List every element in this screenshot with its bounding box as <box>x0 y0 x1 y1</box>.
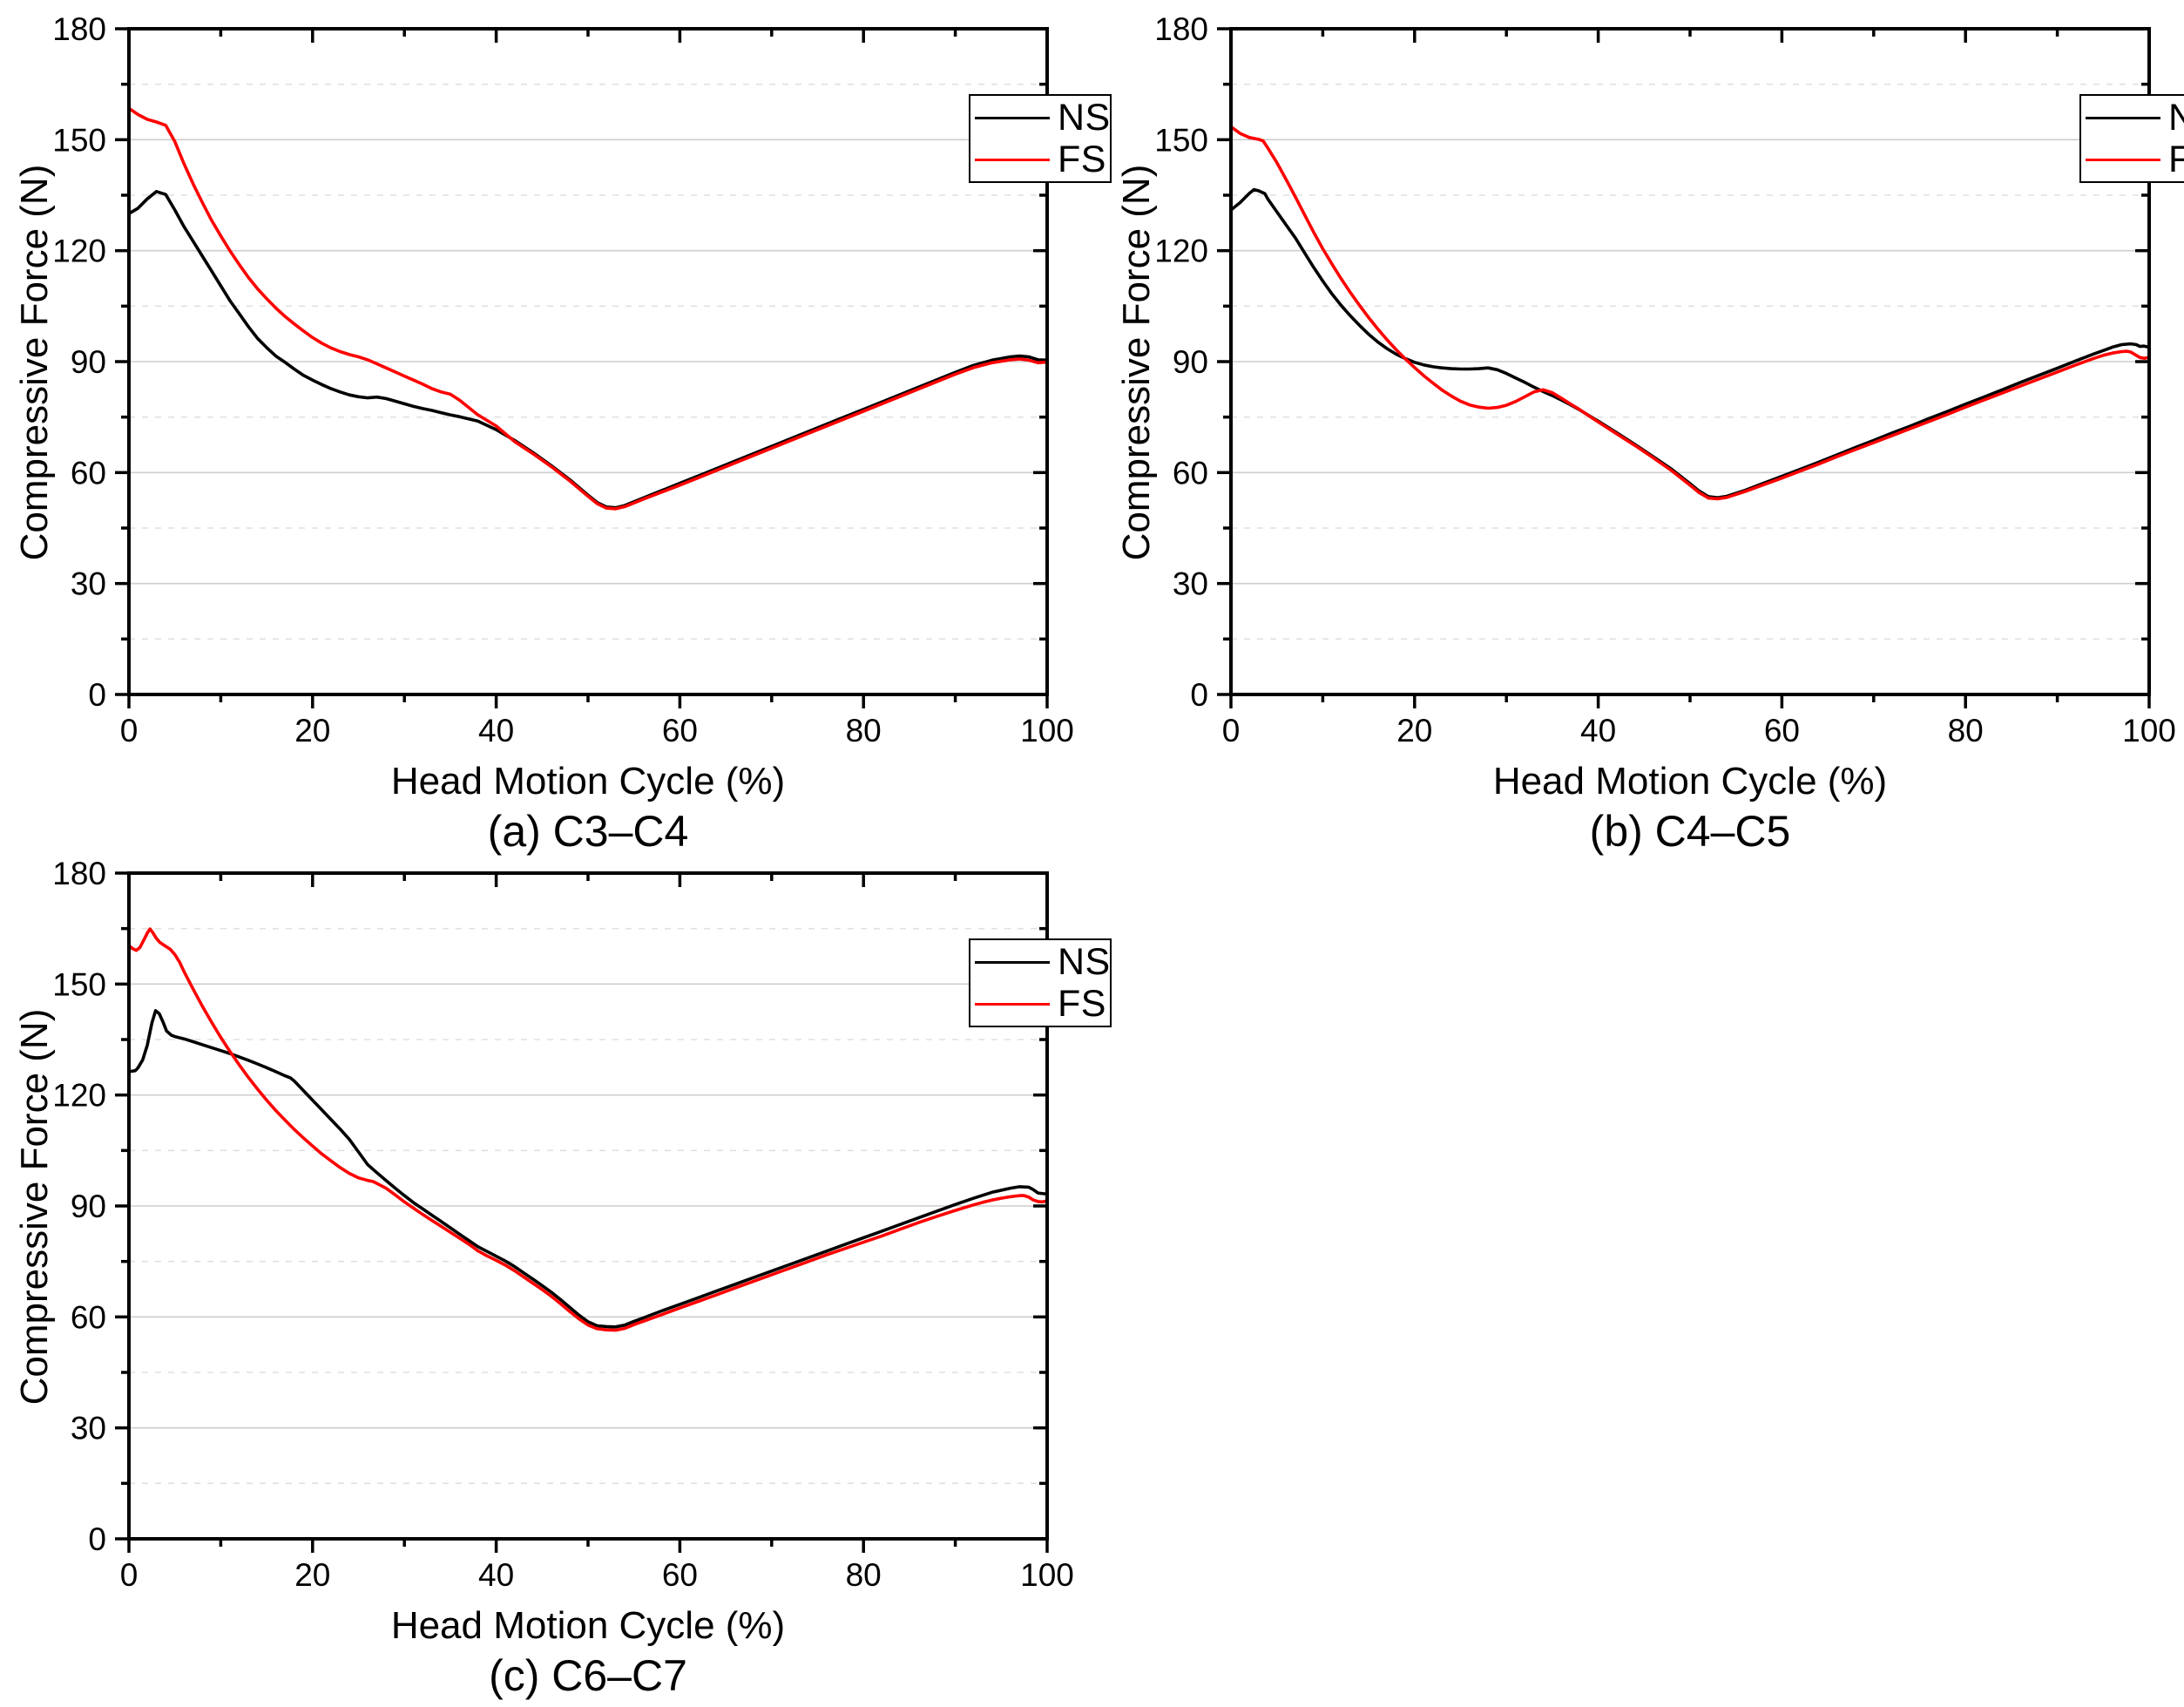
plot-area: 0 20 40 60 80 100 0 30 60 90 120 150 180 NS FS <box>1154 11 2184 749</box>
line-chart-canvas: 0 20 40 60 80 100 0 30 60 90 120 150 180 <box>52 11 1074 749</box>
chart-c6-c7: Compressive Force (N) 0 20 40 60 80 100 0 30 60 9… <box>0 844 1112 1707</box>
svg-text:20: 20 <box>294 1557 330 1593</box>
svg-text:0: 0 <box>120 1557 139 1593</box>
svg-text:60: 60 <box>662 1557 698 1593</box>
svg-text:0: 0 <box>120 713 139 749</box>
svg-text:60: 60 <box>1764 713 1800 749</box>
y-axis-title: Compressive Force (N) <box>13 164 56 561</box>
svg-text:180: 180 <box>52 11 106 47</box>
x-axis-title: Head Motion Cycle (%) <box>390 1604 786 1647</box>
fs-line-swatch <box>2086 158 2160 161</box>
svg-text:30: 30 <box>71 566 106 602</box>
svg-text:120: 120 <box>1154 234 1208 269</box>
chart-caption: (c) C6–C7 <box>489 1651 687 1700</box>
svg-text:40: 40 <box>478 1557 514 1593</box>
y-axis-title: Compressive Force (N) <box>13 1008 56 1406</box>
svg-text:150: 150 <box>52 122 106 158</box>
svg-text:20: 20 <box>294 713 330 749</box>
svg-text:100: 100 <box>2122 713 2176 749</box>
legend-label: NS <box>1058 940 1111 983</box>
fs-line-swatch <box>975 158 1050 161</box>
chart-caption: (a) C3–C4 <box>487 807 689 856</box>
svg-text:100: 100 <box>1020 713 1074 749</box>
ns-line-swatch <box>975 116 1050 119</box>
svg-text:100: 100 <box>1020 1557 1074 1593</box>
plot-area: 0 20 40 60 80 100 0 30 60 90 120 150 180 NS FS <box>52 856 1112 1593</box>
svg-text:80: 80 <box>846 1557 882 1593</box>
legend-entry-ns: NS <box>975 942 1110 982</box>
legend-label: NS <box>1058 96 1111 139</box>
legend: NS FS <box>2079 94 2184 183</box>
legend: NS FS <box>969 94 1112 183</box>
svg-text:0: 0 <box>1222 713 1241 749</box>
chart-c3-c4: Compressive Force (N) 0 20 40 60 80 100 0 30 60 9… <box>0 0 1112 863</box>
legend: NS FS <box>969 938 1112 1027</box>
svg-text:150: 150 <box>52 966 106 1002</box>
svg-text:40: 40 <box>1580 713 1616 749</box>
svg-text:180: 180 <box>52 856 106 891</box>
line-chart-canvas: 0 20 40 60 80 100 0 30 60 90 120 150 180 <box>1154 11 2176 749</box>
svg-text:60: 60 <box>662 713 698 749</box>
legend-label: NS <box>2168 96 2184 139</box>
ns-line-swatch <box>975 960 1050 964</box>
chart-c4-c5: Compressive Force (N) 0 20 40 60 80 100 0 30 60 9… <box>1102 0 2184 863</box>
chart-caption: (b) C4–C5 <box>1589 807 1791 856</box>
legend-entry-fs: FS <box>975 139 1110 180</box>
plot-area: 0 20 40 60 80 100 0 30 60 90 120 150 180 NS FS <box>52 11 1112 749</box>
legend-entry-ns: NS <box>2086 98 2184 138</box>
svg-text:120: 120 <box>52 234 106 269</box>
svg-text:0: 0 <box>88 677 106 713</box>
legend-label: FS <box>1058 138 1106 180</box>
svg-text:60: 60 <box>71 1299 106 1335</box>
x-axis-title: Head Motion Cycle (%) <box>390 760 786 803</box>
svg-text:30: 30 <box>71 1411 106 1446</box>
svg-text:180: 180 <box>1154 11 1208 47</box>
ns-line-swatch <box>2086 116 2160 119</box>
legend-entry-fs: FS <box>2086 139 2184 180</box>
svg-text:0: 0 <box>88 1521 106 1557</box>
legend-entry-ns: NS <box>975 98 1110 138</box>
legend-entry-fs: FS <box>975 984 1110 1024</box>
legend-label: FS <box>1058 982 1106 1025</box>
line-chart-canvas: 0 20 40 60 80 100 0 30 60 90 120 150 180 <box>52 856 1074 1593</box>
svg-text:40: 40 <box>478 713 514 749</box>
legend-label: FS <box>2168 138 2184 180</box>
x-axis-title: Head Motion Cycle (%) <box>1492 760 1888 803</box>
svg-text:30: 30 <box>1173 566 1208 602</box>
svg-text:120: 120 <box>52 1078 106 1114</box>
svg-text:90: 90 <box>71 344 106 380</box>
svg-text:20: 20 <box>1396 713 1432 749</box>
svg-text:60: 60 <box>1173 455 1208 491</box>
svg-text:80: 80 <box>1948 713 1984 749</box>
svg-text:60: 60 <box>71 455 106 491</box>
svg-text:0: 0 <box>1190 677 1208 713</box>
svg-text:90: 90 <box>71 1189 106 1224</box>
y-axis-title: Compressive Force (N) <box>1115 164 1158 561</box>
svg-text:150: 150 <box>1154 122 1208 158</box>
fs-line-swatch <box>975 1002 1050 1006</box>
svg-text:90: 90 <box>1173 344 1208 380</box>
svg-text:80: 80 <box>846 713 882 749</box>
